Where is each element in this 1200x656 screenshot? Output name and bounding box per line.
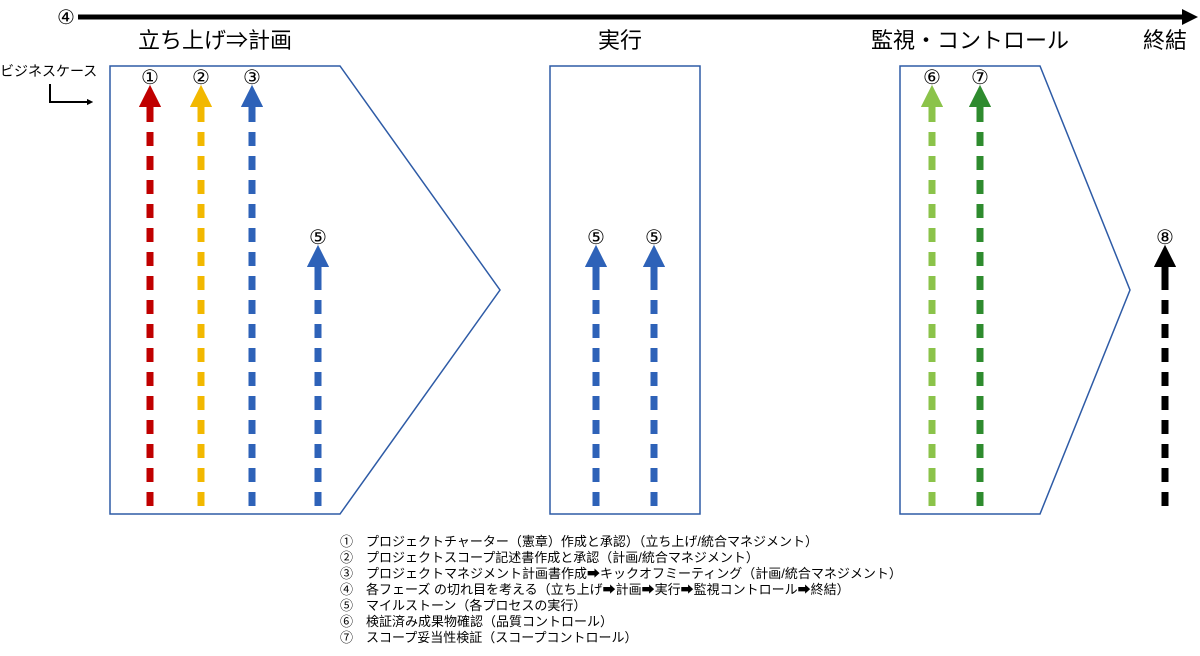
arrow-label-a1: ① xyxy=(141,67,159,89)
arrow-label-a5b: ⑤ xyxy=(587,227,605,249)
phase-shape-1 xyxy=(550,66,700,514)
arrow-label-a3: ③ xyxy=(243,67,261,89)
phase-label-2: 監視・コントロール xyxy=(871,28,1069,53)
business-case-bracket xyxy=(50,84,90,102)
phase-shape-0 xyxy=(110,66,500,514)
legend-line-6: ⑦ スコープ妥当性検証（スコープコントロール） xyxy=(340,630,637,645)
legend-line-3: ④ 各フェーズ の切れ目を考える（立ち上げ➡計画➡実行➡監視コントロール➡終結） xyxy=(340,582,850,597)
arrow-label-a5a: ⑤ xyxy=(309,227,327,249)
arrow-label-a5c: ⑤ xyxy=(645,227,663,249)
phase-label-0: 立ち上げ⇒計画 xyxy=(138,28,292,53)
legend-line-0: ① プロジェクトチャーター（憲章）作成と承認）（立ち上げ/統合マネジメント） xyxy=(340,534,818,549)
legend-line-1: ② プロジェクトスコープ記述書作成と承認（計画/統合マネジメント） xyxy=(340,550,759,565)
arrow-label-a7: ⑦ xyxy=(971,67,989,89)
legend-line-2: ③ プロジェクトマネジメント計画書作成➡キックオフミーティング（計画/統合マネジ… xyxy=(340,566,902,581)
timeline-circled-4: ④ xyxy=(57,7,75,29)
legend-line-5: ⑥ 検証済み成果物確認（品質コントロール） xyxy=(340,614,613,629)
phase-label-1: 実行 xyxy=(598,28,642,53)
arrow-label-a8: ⑧ xyxy=(1156,227,1174,249)
arrow-label-a2: ② xyxy=(192,67,210,89)
phase-label-3: 終結 xyxy=(1143,28,1187,53)
arrow-label-a6: ⑥ xyxy=(923,67,941,89)
business-case-label: ビジネスケース xyxy=(0,63,97,79)
legend-line-4: ⑤ マイルストーン（各プロセスの実行） xyxy=(340,598,586,613)
